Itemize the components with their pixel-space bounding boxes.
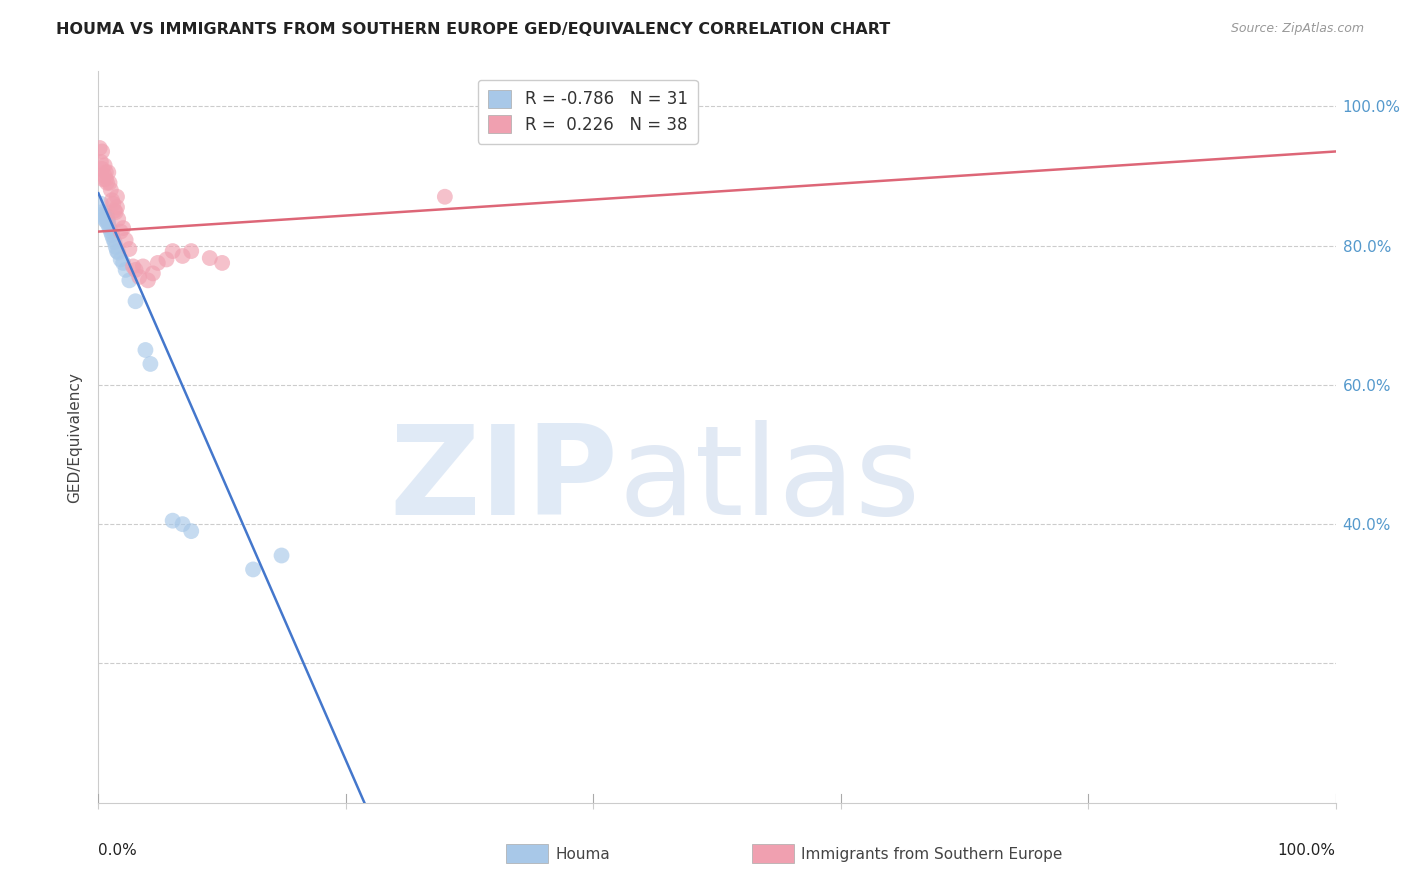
Point: [180, 524, 202, 538]
Point: [136, 273, 159, 287]
Text: ZIP: ZIP: [389, 420, 619, 541]
Point: [97, 218, 120, 232]
Legend: R = -0.786   N = 31, R =  0.226   N = 38: R = -0.786 N = 31, R = 0.226 N = 38: [478, 79, 697, 144]
Point: [110, 252, 132, 267]
Point: [91, 161, 114, 176]
Point: [89, 141, 111, 155]
Point: [242, 562, 264, 576]
Point: [101, 228, 124, 243]
Point: [103, 235, 125, 249]
Point: [118, 273, 141, 287]
Point: [172, 249, 194, 263]
Point: [96, 209, 118, 223]
Point: [162, 244, 184, 258]
Point: [91, 205, 114, 219]
Point: [97, 214, 120, 228]
Point: [94, 211, 117, 225]
Point: [100, 183, 122, 197]
Point: [112, 221, 135, 235]
Point: [105, 190, 128, 204]
Point: [101, 193, 124, 207]
Y-axis label: GED/Equivalency: GED/Equivalency: [67, 372, 83, 502]
Point: [103, 196, 125, 211]
Point: [162, 514, 184, 528]
Point: [104, 240, 127, 254]
Point: [93, 212, 115, 227]
Point: [114, 263, 136, 277]
Text: 0.0%: 0.0%: [98, 843, 138, 858]
Point: [105, 200, 128, 214]
Text: 100.0%: 100.0%: [1278, 843, 1336, 858]
Point: [94, 172, 117, 186]
Point: [107, 245, 129, 260]
Point: [94, 214, 117, 228]
Point: [118, 242, 141, 256]
Point: [90, 155, 112, 169]
Point: [128, 269, 150, 284]
Point: [93, 209, 115, 223]
Point: [97, 165, 120, 179]
Point: [103, 231, 125, 245]
Point: [433, 190, 456, 204]
Point: [107, 212, 129, 227]
Point: [90, 196, 112, 211]
Point: [94, 165, 117, 179]
Text: Source: ZipAtlas.com: Source: ZipAtlas.com: [1230, 22, 1364, 36]
Point: [122, 260, 145, 274]
Point: [93, 172, 115, 186]
Point: [139, 357, 162, 371]
Text: atlas: atlas: [619, 420, 920, 541]
Point: [124, 294, 146, 309]
Point: [93, 207, 115, 221]
Point: [155, 252, 177, 267]
Point: [98, 176, 121, 190]
Point: [96, 176, 118, 190]
Point: [180, 244, 202, 258]
Point: [105, 244, 128, 258]
Point: [112, 256, 135, 270]
Point: [114, 233, 136, 247]
Point: [93, 158, 115, 172]
Text: Houma: Houma: [555, 847, 610, 862]
Point: [96, 212, 118, 227]
Point: [103, 203, 125, 218]
Text: Immigrants from Southern Europe: Immigrants from Southern Europe: [801, 847, 1063, 862]
Point: [198, 251, 221, 265]
Point: [98, 221, 121, 235]
Point: [172, 517, 194, 532]
Point: [110, 225, 132, 239]
Point: [211, 256, 233, 270]
Point: [134, 343, 156, 357]
Point: [104, 205, 127, 219]
Point: [100, 225, 122, 239]
Text: HOUMA VS IMMIGRANTS FROM SOUTHERN EUROPE GED/EQUIVALENCY CORRELATION CHART: HOUMA VS IMMIGRANTS FROM SOUTHERN EUROPE…: [56, 22, 890, 37]
Point: [146, 256, 169, 270]
Point: [132, 260, 155, 274]
Point: [93, 169, 115, 183]
Point: [142, 266, 165, 280]
Point: [270, 549, 292, 563]
Point: [91, 145, 114, 159]
Point: [124, 263, 146, 277]
